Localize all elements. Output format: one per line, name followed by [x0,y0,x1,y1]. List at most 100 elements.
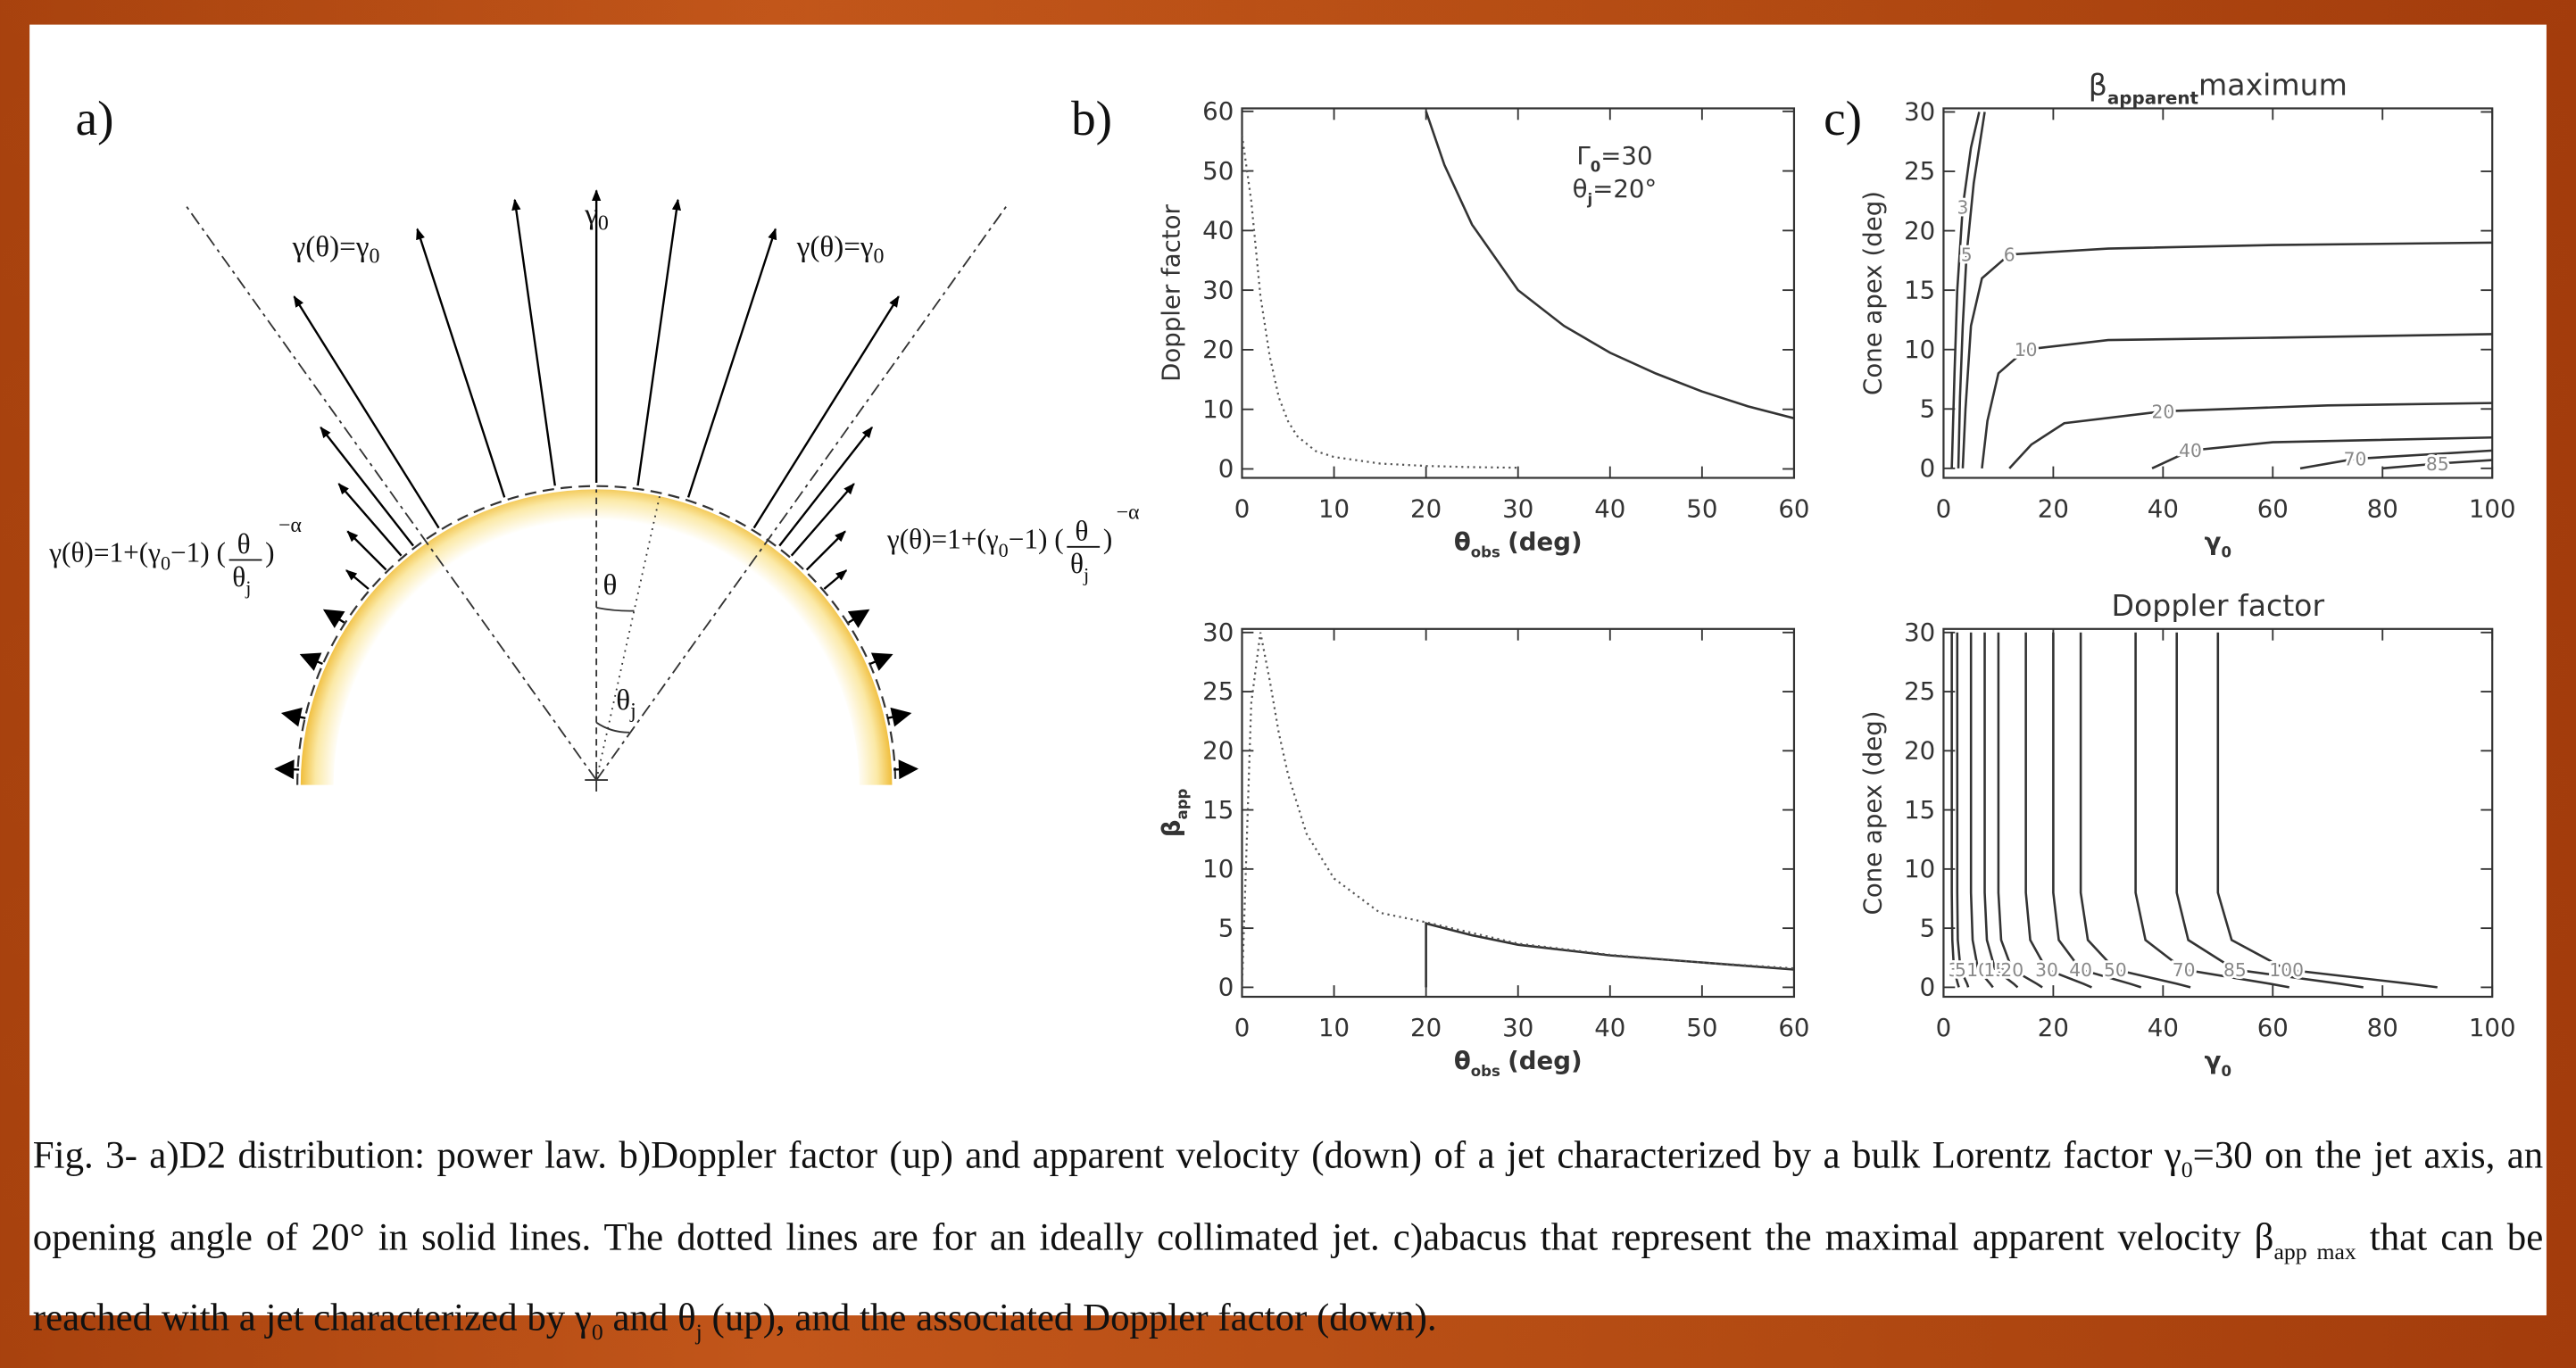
plot-area [1950,632,2438,989]
subscript: apparent [2107,88,2199,109]
caption-subscript: app max [2273,1239,2356,1265]
velocity-arrow [280,707,306,727]
velocity-arrow [823,569,848,590]
contour-line [1950,632,1960,988]
figure: a) b) c) θ θj γ0 γ(θ)=γ0 γ(θ)=γ0 γ(θ)=1+… [32,67,2544,1347]
x-tick-label: 100 [2469,494,2516,524]
data-line [1242,135,1518,469]
plot-area [1242,632,1794,988]
x-tick-label: 40 [1594,494,1625,524]
jet-diagram: θ θj γ0 γ(θ)=γ0 γ(θ)=γ0 [185,189,1009,792]
text: maximum [2198,68,2347,103]
y-tick-label: 10 [1904,854,1935,883]
velocity-arrow [752,295,900,529]
contour-line [1961,241,2493,468]
caption-subscript: 0 [591,1322,603,1347]
contour-line [2175,632,2364,989]
symbol: β [2089,68,2107,103]
contour-label: 5 [1961,245,1973,266]
y-tick-label: 20 [1202,736,1234,766]
contour-line [1997,632,2043,989]
velocity-arrow [337,483,403,557]
text: (deg) [1508,1046,1582,1075]
x-tick-label: 0 [1936,494,1952,524]
power-law-formula: γ(θ)=1+(γ0−1) (θθj)−α [886,502,1140,586]
denominator: θj [1070,548,1089,585]
x-axis-label: θobs (deg) [1454,1046,1583,1080]
y-tick-label: 10 [1202,854,1234,883]
x-tick-label: 30 [1502,1013,1533,1042]
x-axis-label: γ0 [2205,1046,2231,1080]
subscript: j [1587,191,1593,208]
contour-label: 30 [2035,959,2058,981]
formula-part: ) [1103,524,1112,555]
y-tick-label: 5 [1218,913,1234,942]
contour-label: 40 [2069,959,2092,981]
contour-line [1956,632,1970,988]
y-tick-label: 10 [1202,394,1234,424]
numerator: θ [1075,515,1088,546]
velocity-arrow [790,483,855,557]
formula-part: γ(θ)=1+(γ [48,536,161,568]
caption-text: (up), and the associated Doppler factor … [702,1298,1437,1341]
velocity-arrow [893,759,919,780]
subscript: 0 [161,552,170,575]
contour-line [2299,449,2493,470]
x-tick-label: 80 [2367,494,2398,524]
exponent: −α [278,514,302,537]
contour-line [2024,632,2092,989]
x-tick-label: 10 [1318,494,1350,524]
contour-label: 85 [2426,453,2449,475]
x-tick-label: 50 [1686,494,1717,524]
center-mark [585,768,609,792]
figure-canvas: a) b) c) θ θj γ0 γ(θ)=γ0 γ(θ)=γ0 γ(θ)=1+… [48,68,2516,1081]
velocity-arrow [886,707,912,727]
contour-label: 3 [1949,959,1960,981]
numerator: θ [237,528,251,560]
caption-subscript: j [695,1322,702,1347]
text: =20° [1592,174,1657,203]
velocity-arrow [869,652,893,671]
plot-frame [1942,107,2494,479]
contour-line [2216,632,2438,989]
subscript: app [1174,788,1191,819]
jet-shell [300,489,893,785]
formula-text: γ(θ)=1+(γ0−1) ( [886,524,1064,561]
plot-frame [1942,627,2494,999]
contour-label: 70 [2344,449,2367,470]
y-tick-label: 0 [1218,454,1234,484]
x-tick-label: 20 [2038,494,2069,524]
cone-edge [185,204,597,781]
theta-arc [595,606,635,612]
formula-part: −1) ( [170,536,226,568]
x-tick-label: 40 [1594,1013,1625,1042]
contour-label: 5 [1955,959,1966,981]
y-tick-label: 25 [1904,156,1935,186]
subscript: 0 [1591,158,1601,175]
y-tick-label: 20 [1202,335,1234,364]
symbol: θ [616,684,630,717]
x-tick-label: 0 [1936,1013,1952,1042]
annotation: Γ0=30 [1576,141,1652,175]
subscript: obs [1471,1063,1500,1080]
contour-label: 15 [1983,959,2007,981]
denominator: θj [232,561,251,599]
x-tick-label: 60 [2257,1013,2289,1042]
contour-label: 85 [2223,959,2247,981]
annotation: θj=20° [1573,174,1658,208]
chart-title: Doppler factor [2112,588,2325,623]
contour-line [2079,632,2191,989]
symbol: γ [2205,1046,2222,1075]
x-tick-label: 100 [2469,1013,2516,1042]
caption: Fig. 3- a)D2 distribution: power law. b)… [33,1123,2543,1368]
velocity-arrow [636,198,682,486]
y-tick-label: 30 [1904,618,1935,647]
formula-part: −1) ( [1009,524,1064,555]
data-line [1425,922,1794,988]
contour-label: 100 [2269,959,2304,981]
velocity-arrow [778,426,873,547]
contour-label: 3 [1957,196,1969,218]
y-tick-label: 40 [1202,216,1234,245]
contour-label: 10 [1966,959,1990,981]
velocity-arrow [847,609,870,628]
